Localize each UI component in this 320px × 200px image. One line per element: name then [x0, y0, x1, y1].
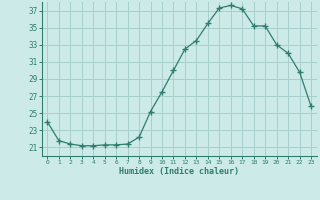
- X-axis label: Humidex (Indice chaleur): Humidex (Indice chaleur): [119, 167, 239, 176]
